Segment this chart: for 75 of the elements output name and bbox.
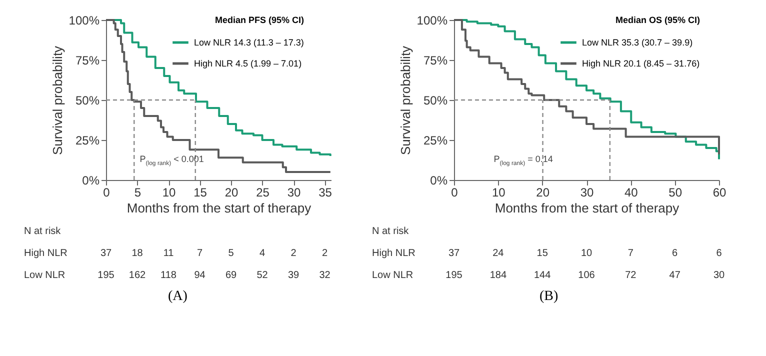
annotation: P$_{(log rank)}$ = 0.14 (494, 154, 553, 168)
text: 94 (194, 270, 206, 281)
y-tick-label: 25% (75, 134, 100, 148)
text: (A) (168, 289, 188, 304)
text: 4 (259, 248, 266, 259)
y-tick-label: 50% (423, 94, 448, 108)
text: High NLR (24, 248, 68, 259)
text: 69 (225, 270, 237, 281)
text: 106 (578, 270, 596, 281)
legend-label: High NLR 20.1 (8.45 – 31.76) (582, 58, 700, 68)
x-tick-label: 0 (103, 186, 110, 200)
text: 10 (580, 248, 592, 259)
text: 72 (625, 270, 637, 281)
x-tick-label: 20 (224, 186, 238, 200)
x-axis-title: Months from the start of therapy (494, 200, 680, 216)
text: 32 (319, 270, 331, 281)
text: 52 (256, 270, 268, 281)
x-tick-label: 60 (712, 186, 726, 200)
text: 195 (98, 270, 115, 281)
annotation: P$_{(log rank)}$ < 0.001 (140, 154, 204, 168)
legend-title: Median PFS (95% CI) (214, 15, 304, 25)
x-tick-label: 0 (451, 186, 458, 200)
legend-label: Low NLR 14.3 (11.3 – 17.3) (194, 38, 304, 48)
y-tick-label: 100% (416, 14, 448, 28)
text: 37 (448, 248, 460, 259)
text: High NLR (372, 248, 416, 259)
text: (B) (540, 289, 558, 304)
x-tick-label: 20 (536, 186, 550, 200)
text: 195 (446, 270, 463, 281)
x-tick-label: 35 (318, 186, 332, 200)
text: 2 (322, 248, 328, 259)
text: Low NLR (24, 270, 66, 281)
text: 39 (288, 270, 300, 281)
x-tick-label: 5 (134, 186, 142, 200)
x-tick-label: 30 (580, 186, 594, 200)
text: 24 (492, 248, 504, 259)
x-tick-label: 50 (668, 186, 682, 200)
x-tick-label: 10 (492, 186, 506, 200)
text: 144 (534, 270, 552, 281)
text: N at risk (372, 226, 410, 237)
text: 6 (672, 248, 678, 259)
x-tick-label: 25 (256, 186, 270, 200)
text: 7 (628, 248, 634, 259)
text: 118 (160, 270, 177, 281)
text: 30 (713, 270, 725, 281)
text: 162 (128, 270, 146, 281)
x-tick-label: 10 (162, 186, 176, 200)
y-tick-label: 25% (423, 134, 448, 148)
x-tick-label: 15 (194, 186, 208, 200)
legend-label: High NLR 4.5 (1.99 – 7.01) (194, 58, 302, 68)
y-axis-title: Survival probability (50, 45, 65, 156)
x-axis-title: Months from the start of therapy (126, 200, 312, 216)
text: 47 (669, 270, 681, 281)
y-tick-label: 75% (75, 54, 100, 68)
y-tick-label: 75% (423, 54, 448, 68)
x-tick-label: 40 (624, 186, 638, 200)
text: N at risk (24, 226, 62, 237)
x-tick-label: 30 (287, 186, 301, 200)
text: 7 (196, 248, 203, 259)
text: 18 (132, 248, 144, 259)
text: 11 (163, 248, 174, 259)
y-tick-label: 0% (82, 174, 100, 188)
legend-label: Low NLR 35.3 (30.7 – 39.9) (582, 38, 693, 48)
y-tick-label: 100% (68, 14, 100, 28)
y-tick-label: 0% (430, 174, 448, 188)
text: 15 (536, 248, 548, 259)
text: 2 (290, 248, 297, 259)
text: Low NLR (372, 270, 414, 281)
legend-title: Median OS (95% CI) (615, 15, 700, 25)
text: 6 (716, 248, 722, 259)
text: 37 (100, 248, 112, 259)
text: 184 (490, 270, 507, 281)
y-axis-title: Survival probability (398, 45, 413, 156)
y-tick-label: 50% (75, 94, 100, 108)
text: 5 (228, 248, 234, 259)
